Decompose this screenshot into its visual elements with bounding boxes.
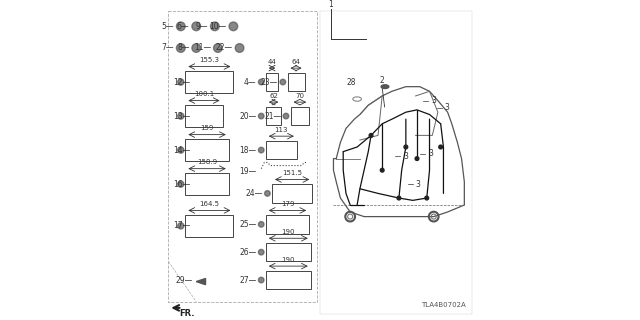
Circle shape — [177, 22, 185, 31]
Text: 151.5: 151.5 — [282, 170, 302, 176]
Text: 164.5: 164.5 — [200, 201, 220, 207]
Text: FR.: FR. — [179, 309, 195, 318]
Circle shape — [259, 113, 264, 119]
Text: 22—: 22— — [216, 44, 233, 52]
Text: 17—: 17— — [173, 221, 190, 230]
Bar — [266, 271, 310, 289]
Bar — [287, 73, 305, 91]
Text: 158.9: 158.9 — [197, 159, 217, 165]
Bar — [186, 71, 234, 93]
Text: 10—: 10— — [209, 22, 227, 31]
Bar — [266, 73, 278, 91]
Text: 16—: 16— — [173, 180, 190, 188]
Text: 9—: 9— — [195, 22, 208, 31]
Circle shape — [425, 196, 429, 200]
Bar — [266, 243, 310, 261]
Circle shape — [369, 133, 373, 137]
Ellipse shape — [381, 85, 389, 89]
Text: 1: 1 — [328, 0, 333, 9]
Text: 21—: 21— — [264, 112, 282, 121]
Text: 44: 44 — [268, 59, 276, 65]
Circle shape — [404, 145, 408, 149]
Circle shape — [178, 147, 184, 153]
Text: 18—: 18— — [239, 146, 257, 155]
Text: 3: 3 — [403, 152, 408, 161]
Text: 4—: 4— — [244, 77, 257, 86]
Circle shape — [280, 79, 285, 85]
Circle shape — [283, 113, 289, 119]
Text: 23—: 23— — [261, 77, 278, 86]
Circle shape — [259, 277, 264, 283]
Circle shape — [439, 145, 442, 149]
Text: TLA4B0702A: TLA4B0702A — [420, 302, 465, 308]
Text: 159: 159 — [200, 125, 214, 131]
Text: 26—: 26— — [239, 248, 257, 257]
Circle shape — [259, 79, 264, 85]
Circle shape — [178, 113, 184, 119]
Text: 62: 62 — [269, 93, 278, 99]
Text: 3: 3 — [445, 103, 450, 112]
Text: 19—: 19— — [239, 167, 257, 176]
Bar — [266, 215, 309, 234]
Circle shape — [259, 147, 264, 153]
Text: 28: 28 — [346, 78, 356, 87]
Text: 24—: 24— — [246, 189, 263, 198]
Text: 190: 190 — [282, 257, 295, 263]
Text: 5—: 5— — [161, 22, 174, 31]
Text: 3: 3 — [431, 96, 436, 105]
Text: 6—: 6— — [177, 22, 189, 31]
Text: 113: 113 — [275, 127, 288, 133]
Text: 155.3: 155.3 — [200, 57, 220, 63]
Text: 100.1: 100.1 — [194, 91, 214, 97]
Circle shape — [178, 181, 184, 187]
Bar — [186, 173, 228, 195]
Text: 2: 2 — [380, 76, 384, 85]
Bar — [186, 139, 228, 161]
Text: 70: 70 — [296, 93, 305, 99]
Circle shape — [177, 44, 185, 52]
Text: 29—: 29— — [176, 276, 193, 284]
Text: 64: 64 — [292, 59, 300, 65]
Circle shape — [259, 221, 264, 227]
Bar — [266, 107, 282, 125]
Circle shape — [192, 44, 200, 52]
Text: 3: 3 — [415, 180, 420, 188]
Text: 7—: 7— — [161, 44, 174, 52]
Polygon shape — [196, 278, 205, 285]
Circle shape — [229, 22, 237, 31]
Text: 25—: 25— — [239, 220, 257, 229]
Text: 3: 3 — [428, 149, 433, 158]
Text: 27—: 27— — [239, 276, 257, 284]
Bar — [291, 107, 309, 125]
Circle shape — [214, 44, 222, 52]
Circle shape — [264, 191, 270, 196]
Circle shape — [211, 22, 219, 31]
Text: 190: 190 — [282, 229, 295, 235]
Circle shape — [259, 249, 264, 255]
Circle shape — [236, 44, 244, 52]
Bar — [186, 105, 223, 127]
Bar — [266, 141, 297, 159]
Circle shape — [397, 196, 401, 200]
Text: 12—: 12— — [173, 77, 190, 86]
Bar — [272, 184, 312, 203]
Circle shape — [380, 168, 384, 172]
Text: 8—: 8— — [177, 44, 189, 52]
Circle shape — [178, 79, 184, 85]
Text: 20—: 20— — [239, 112, 257, 121]
Circle shape — [178, 223, 184, 229]
Text: 14—: 14— — [173, 146, 190, 155]
Circle shape — [415, 157, 419, 160]
Bar — [186, 215, 234, 237]
Text: 13—: 13— — [173, 112, 190, 121]
Text: 179: 179 — [281, 201, 294, 207]
Text: 11—: 11— — [194, 44, 211, 52]
Circle shape — [192, 22, 200, 31]
